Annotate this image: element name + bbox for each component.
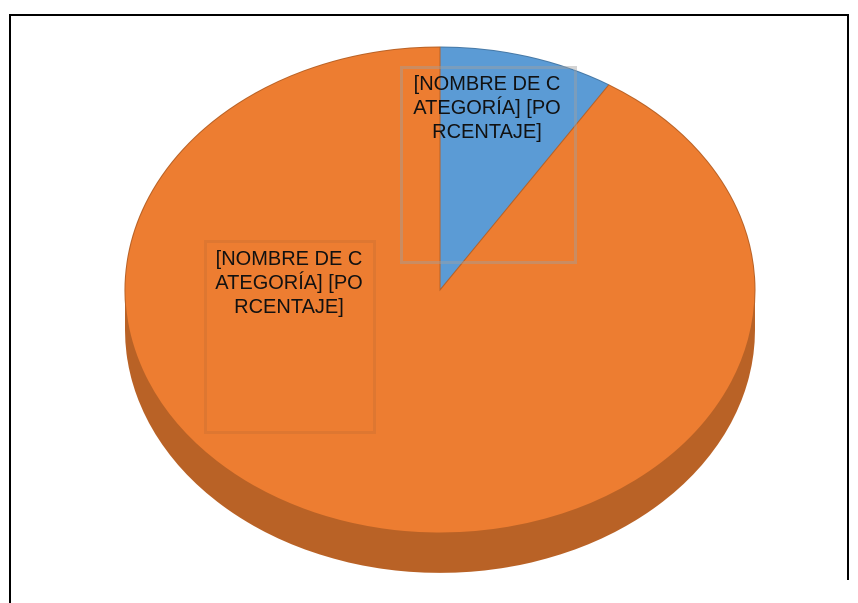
frame — [9, 14, 849, 603]
data-label: [NOMBRE DE CATEGORÍA] [PORCENTAJE] — [214, 247, 364, 319]
value-label: [PORCENTAJE] — [234, 272, 363, 318]
label-box — [400, 66, 577, 264]
value-label: [PORCENTAJE] — [432, 97, 561, 143]
category-label: [NOMBRE DE CATEGORÍA] — [215, 248, 363, 294]
pie — [124, 46, 756, 573]
pie-side — [125, 290, 755, 573]
label-box — [204, 240, 376, 434]
data-label: [NOMBRE DE CATEGORÍA] [PORCENTAJE] — [412, 72, 562, 144]
category-label: [NOMBRE DE CATEGORÍA] — [413, 73, 561, 119]
pie-slice — [439, 46, 610, 292]
pie-slice — [124, 46, 756, 534]
